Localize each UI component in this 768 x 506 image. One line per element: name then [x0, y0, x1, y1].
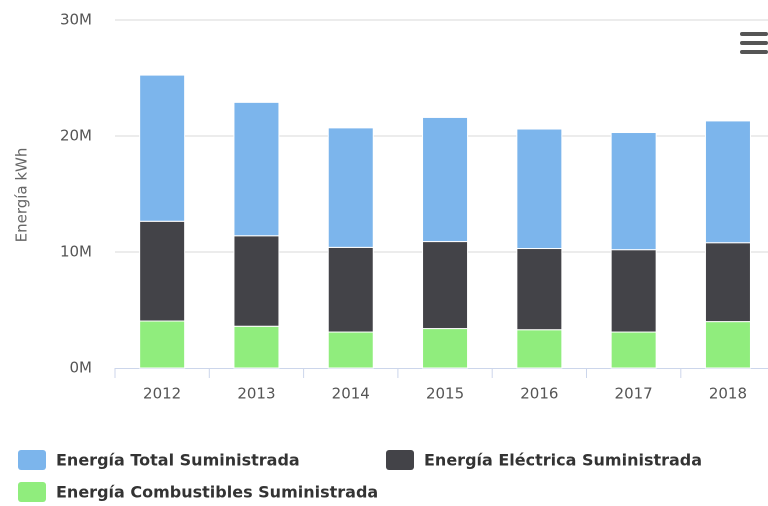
bar-segment — [139, 320, 186, 369]
legend-swatch — [386, 450, 414, 470]
legend-label: Energía Total Suministrada — [56, 451, 300, 470]
bar-segment — [139, 74, 186, 222]
x-tick-label: 2018 — [709, 385, 747, 403]
x-tick-label: 2017 — [615, 385, 653, 403]
legend-swatch — [18, 450, 46, 470]
bar-segment — [233, 325, 280, 369]
bar-segment — [610, 331, 657, 369]
x-tick-label: 2012 — [143, 385, 181, 403]
bar-segment — [327, 127, 374, 248]
bar-segment — [516, 128, 563, 250]
bar-segment — [233, 235, 280, 327]
x-tick-label: 2016 — [520, 385, 558, 403]
bar-segment — [139, 220, 186, 322]
y-tick-label: 0M — [70, 359, 93, 377]
menu-bar[interactable] — [740, 41, 768, 45]
legend-swatch — [18, 482, 46, 502]
menu-bar[interactable] — [740, 32, 768, 36]
x-tick-label: 2015 — [426, 385, 464, 403]
y-tick-label: 30M — [60, 11, 92, 29]
menu-button[interactable] — [740, 32, 768, 54]
y-tick-label: 10M — [60, 243, 92, 261]
y-axis-title: Energía kWh — [13, 148, 31, 243]
y-tick-label: 20M — [60, 127, 92, 145]
bar-segment — [327, 331, 374, 369]
bar-segment — [704, 321, 751, 369]
bar-segment — [422, 116, 469, 243]
bar-segment — [422, 241, 469, 330]
x-tick-label: 2014 — [332, 385, 370, 403]
legend-label: Energía Combustibles Suministrada — [56, 483, 378, 502]
bar-segment — [327, 246, 374, 333]
bar-segment — [704, 242, 751, 323]
legend-label: Energía Eléctrica Suministrada — [424, 451, 702, 470]
bar-segment — [422, 328, 469, 369]
x-tick-label: 2013 — [237, 385, 275, 403]
bar-segment — [610, 132, 657, 251]
menu-bar[interactable] — [740, 50, 768, 54]
bar-segment — [516, 329, 563, 369]
bar-segment — [610, 249, 657, 333]
bar-segment — [516, 248, 563, 331]
bar-segment — [704, 120, 751, 244]
bar-segment — [233, 101, 280, 237]
